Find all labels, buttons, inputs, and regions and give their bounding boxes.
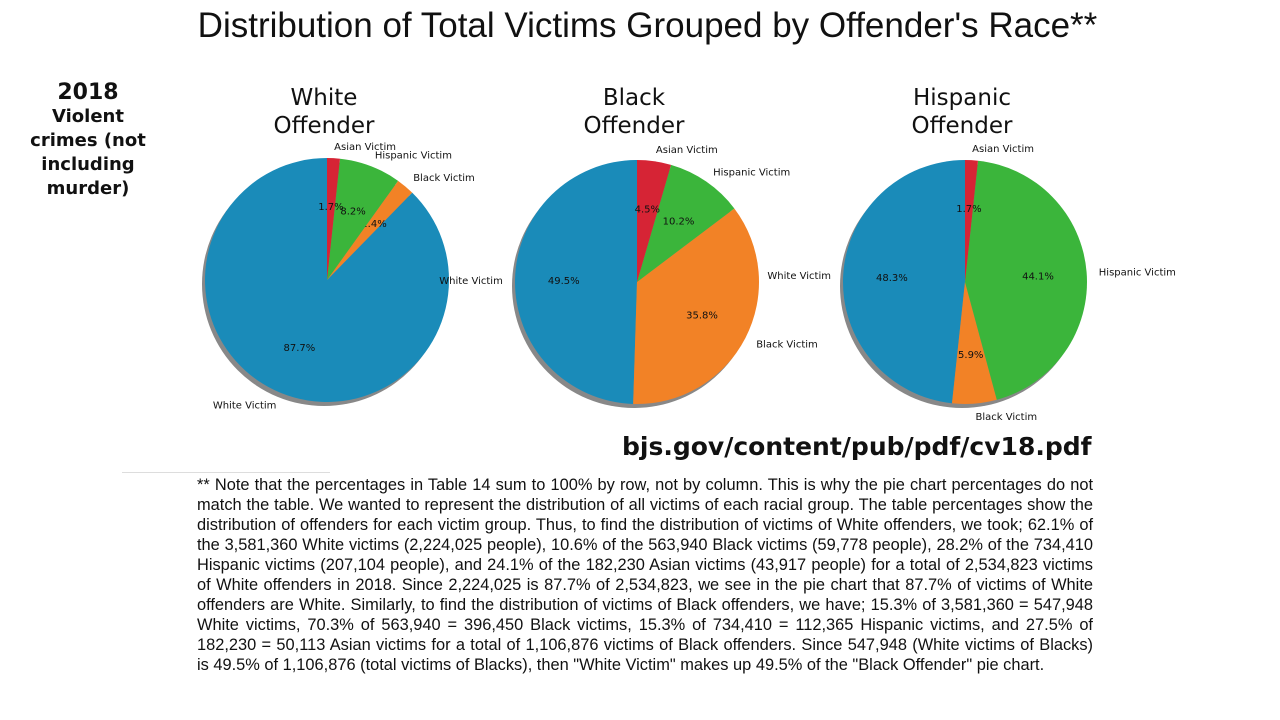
pct-label: 4.5%: [635, 205, 660, 216]
year-label: 2018: [57, 80, 119, 105]
pct-label: 5.9%: [958, 350, 983, 361]
pie-slice: [965, 160, 979, 282]
pct-label: 48.3%: [876, 273, 908, 284]
pie-slice: [843, 160, 965, 404]
pie-title: Hispanic: [913, 85, 1011, 111]
pct-label: 8.2%: [340, 207, 365, 218]
pie-title: Offender: [584, 113, 685, 139]
slice-label: Black Victim: [976, 412, 1038, 423]
slice-label: Asian Victim: [972, 144, 1034, 155]
pie-title: White: [291, 85, 358, 111]
pie-title: Offender: [274, 113, 375, 139]
slice-label: Asian Victim: [656, 145, 718, 156]
pie-slice: [633, 208, 759, 404]
pie-slice: [951, 282, 997, 404]
slice-label: Asian Victim: [334, 142, 396, 153]
pie-slice: [637, 164, 735, 282]
pct-label: 87.7%: [284, 343, 316, 354]
pie-slice: [515, 160, 637, 404]
slice-label: Hispanic Victim: [713, 167, 790, 178]
pct-label: 10.2%: [663, 217, 695, 228]
pct-label: 49.5%: [548, 276, 580, 287]
source-url: bjs.gov/content/pub/pdf/cv18.pdf: [622, 432, 1092, 461]
side-caption: 2018 Violent crimes (not including murde…: [18, 80, 158, 201]
slice-label: Hispanic Victim: [1099, 267, 1176, 278]
pct-label: 2.4%: [361, 219, 386, 230]
footnote: ** Note that the percentages in Table 14…: [197, 476, 1093, 674]
pie-slice: [204, 158, 449, 403]
pct-label: 1.7%: [956, 204, 981, 215]
pie-slice: [637, 160, 672, 282]
pct-label: 44.1%: [1022, 271, 1054, 282]
divider: [122, 472, 330, 473]
page-title: Distribution of Total Victims Grouped by…: [197, 6, 1098, 45]
slice-label: White Victim: [439, 276, 503, 287]
pct-label: 35.8%: [686, 311, 718, 322]
slice-label: White Victim: [213, 400, 277, 411]
pie-slice: [327, 158, 341, 280]
pie-title: Offender: [912, 113, 1013, 139]
pie-slice: [965, 160, 1087, 400]
slice-label: White Victim: [767, 271, 831, 282]
slice-label: Black Victim: [756, 340, 818, 351]
pie-slice: [327, 158, 399, 280]
pie-slice: [327, 180, 413, 280]
slice-label: Black Victim: [413, 173, 475, 184]
pct-label: 1.7%: [318, 202, 343, 213]
pie-title: Black: [603, 85, 666, 111]
crime-type-label: Violent crimes (not including murder): [30, 106, 146, 199]
slice-label: Hispanic Victim: [375, 151, 452, 162]
